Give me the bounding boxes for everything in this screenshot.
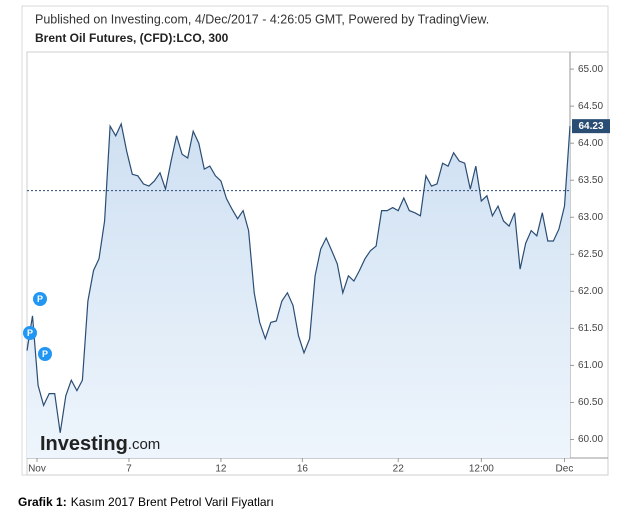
x-tick-label: Dec (556, 464, 574, 475)
event-marker (33, 292, 47, 306)
y-tick-label: 63.00 (578, 212, 603, 223)
event-marker-label: P (37, 294, 43, 304)
y-tick-label: 61.00 (578, 360, 603, 371)
y-tick-label: 64.50 (578, 101, 603, 112)
watermark-main: Investing (40, 433, 128, 455)
x-tick-label: 7 (126, 464, 132, 475)
caption-text: Kasım 2017 Brent Petrol Varil Fiyatları (71, 495, 274, 509)
y-tick-label: 60.00 (578, 434, 603, 445)
y-tick-label: 61.50 (578, 323, 603, 334)
chart-title: Brent Oil Futures, (CFD):LCO, 300 (35, 31, 229, 45)
y-tick-label: 62.00 (578, 286, 603, 297)
price-line (26, 121, 571, 433)
watermark-suffix: .com (128, 436, 161, 453)
watermark: Investing.com (40, 433, 160, 455)
event-marker-label: P (42, 349, 48, 359)
y-tick-label: 60.50 (578, 397, 603, 408)
x-tick-label: Nov (28, 464, 46, 475)
plot: 60.00 60.50 61.00 61.50 62.00 62.50 63.00 63.50… (23, 52, 610, 475)
event-marker-label: P (27, 328, 33, 338)
y-tick-label: 64.00 (578, 138, 603, 149)
x-tick-label: 16 (297, 464, 309, 475)
caption: Grafik 1: Kasım 2017 Brent Petrol Varil F… (18, 495, 274, 509)
last-price-label: 64.23 (578, 121, 603, 132)
x-tick-label: 22 (393, 464, 405, 475)
header: Published on Investing.com, 4/Dec/2017 -… (35, 12, 489, 26)
area (27, 123, 570, 459)
y-tick-label: 65.00 (578, 64, 603, 75)
last-price-badge (572, 119, 610, 134)
caption-label: Grafik 1: (18, 495, 67, 509)
y-tick-label: 63.50 (578, 175, 603, 186)
x-tick-label: 12 (215, 464, 227, 475)
y-tick-label: 62.50 (578, 249, 603, 260)
plot-frame (26, 51, 609, 476)
x-tick-label: 12:00 (469, 464, 494, 475)
event-marker (38, 347, 52, 361)
event-marker (23, 326, 37, 340)
